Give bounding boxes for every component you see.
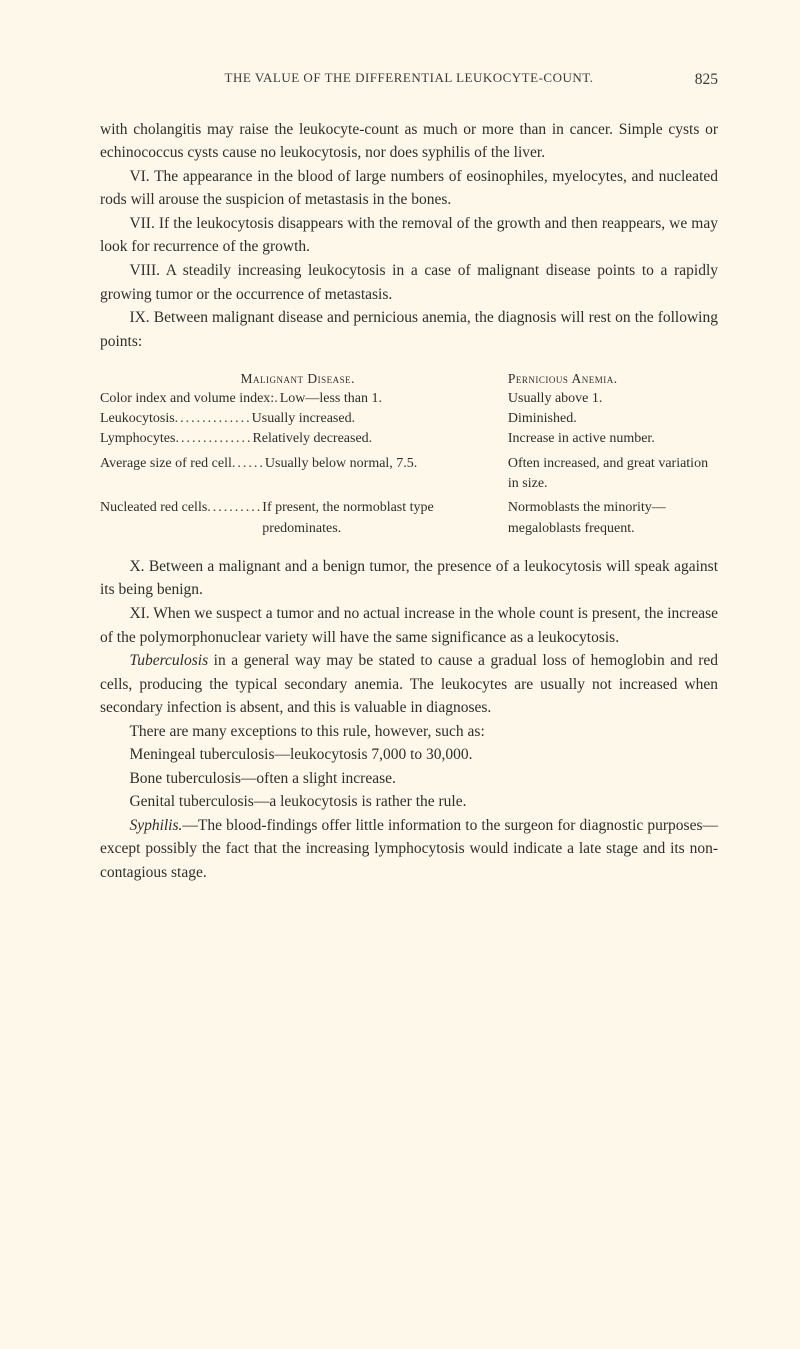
row-label: Nucleated red cells	[100, 498, 207, 518]
row-right-value: Increase in active number.	[508, 429, 718, 449]
row-right-value: Usually above 1.	[508, 389, 718, 409]
table-row: Average size of red cell ...... Usually …	[100, 454, 718, 495]
tuberculosis-label: Tuberculosis	[129, 652, 208, 669]
paragraph-x: X. Between a malignant and a benign tumo…	[100, 555, 718, 602]
table-header-row: Malignant Disease. Pernicious Anemia.	[100, 369, 718, 389]
row-left-value: Usually below normal, 7.5.	[265, 454, 417, 474]
comparison-table: Malignant Disease. Pernicious Anemia. Co…	[100, 369, 718, 539]
row-right-value: Diminished.	[508, 409, 718, 429]
paragraph-intro: with cholangitis may raise the leukocyte…	[100, 118, 718, 165]
row-label: Average size of red cell	[100, 454, 232, 474]
table-title-pernicious: Pernicious Anemia.	[508, 369, 718, 389]
row-label: Lymphocytes	[100, 429, 175, 449]
paragraph-viii: VIII. A steadily increasing leukocytosis…	[100, 259, 718, 306]
row-right-value: Normoblasts the minority—megaloblasts fr…	[508, 498, 718, 539]
paragraph-vi: VI. The appearance in the blood of large…	[100, 165, 718, 212]
running-title: THE VALUE OF THE DIFFERENTIAL LEUKOCYTE-…	[225, 68, 594, 88]
page-number: 825	[695, 68, 718, 92]
syphilis-label: Syphilis.	[129, 817, 182, 834]
table-title-malignant: Malignant Disease.	[100, 369, 496, 389]
leader-dots: ..............	[175, 409, 252, 429]
paragraph-meningeal: Meningeal tuberculosis—leukocytosis 7,00…	[100, 743, 718, 767]
leader-dots: ..............	[175, 429, 252, 449]
row-label: Leukocytosis	[100, 409, 175, 429]
running-head: THE VALUE OF THE DIFFERENTIAL LEUKOCYTE-…	[100, 68, 718, 88]
table-row: Leukocytosis .............. Usually incr…	[100, 409, 718, 429]
paragraph-xi: XI. When we suspect a tumor and no actua…	[100, 602, 718, 649]
row-left-value: Relatively decreased.	[252, 429, 372, 449]
table-row: Nucleated red cells .......... If presen…	[100, 498, 718, 539]
syphilis-text: —The blood-findings offer little informa…	[100, 817, 718, 881]
paragraph-vii: VII. If the leukocytosis disappears with…	[100, 212, 718, 259]
paragraph-exceptions: There are many exceptions to this rule, …	[100, 720, 718, 744]
row-right-value: Often increased, and great variation in …	[508, 454, 718, 495]
paragraph-bone: Bone tuberculosis—often a slight increas…	[100, 767, 718, 791]
table-row: Color index and volume index: . Low—less…	[100, 389, 718, 409]
paragraph-ix: IX. Between malignant disease and pernic…	[100, 306, 718, 353]
row-label: Color index and volume index:	[100, 389, 274, 409]
table-row: Lymphocytes .............. Relatively de…	[100, 429, 718, 449]
row-left-value: If present, the normoblast type predomin…	[262, 498, 495, 539]
leader-dots: ......	[232, 454, 265, 474]
paragraph-genital: Genital tuberculosis—a leukocytosis is r…	[100, 790, 718, 814]
paragraph-tuberculosis: Tuberculosis in a general way may be sta…	[100, 649, 718, 720]
row-left-value: Low—less than 1.	[280, 389, 382, 409]
paragraph-syphilis: Syphilis.—The blood-findings offer littl…	[100, 814, 718, 885]
leader-dots: ..........	[207, 498, 262, 518]
row-left-value: Usually increased.	[252, 409, 355, 429]
